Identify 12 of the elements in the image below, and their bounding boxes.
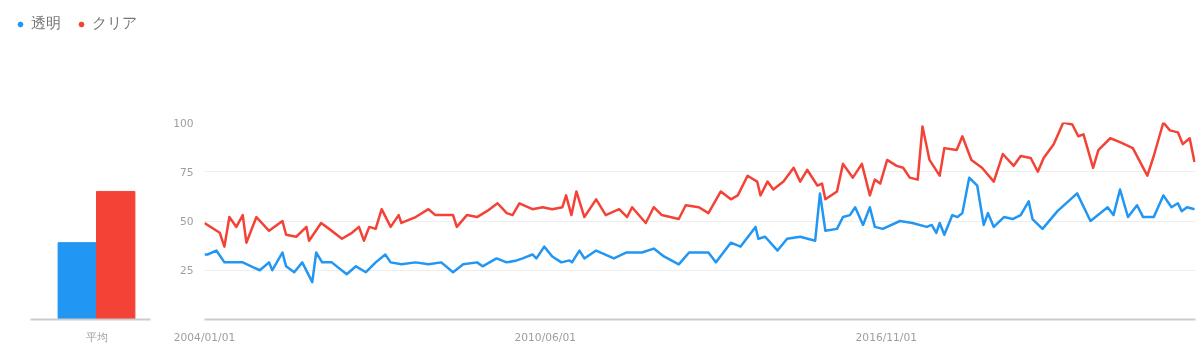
y-tick-label: 25 bbox=[179, 264, 194, 278]
x-tick-label: 2004/01/01 bbox=[173, 330, 236, 344]
legend-label: 透明 bbox=[31, 14, 61, 33]
y-tick-label: 100 bbox=[173, 116, 194, 130]
line-series bbox=[204, 176, 1196, 284]
x-tick-label: 平均 bbox=[85, 330, 108, 344]
y-tick-label: 50 bbox=[179, 215, 194, 228]
x-tick-label: 2016/11/01 bbox=[855, 330, 918, 344]
legend-label: クリア bbox=[92, 14, 137, 33]
x-tick-label: 2010/06/01 bbox=[514, 330, 576, 344]
line-series bbox=[204, 122, 1196, 248]
y-tick-label: 75 bbox=[179, 165, 194, 179]
